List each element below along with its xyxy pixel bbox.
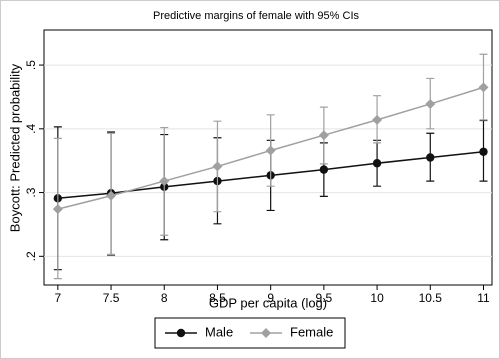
x-tick-label: 8.5 xyxy=(209,291,226,305)
chart-title: Predictive margins of female with 95% CI… xyxy=(153,10,360,22)
y-tick-label: .4 xyxy=(24,123,38,133)
x-tick-label: 10.5 xyxy=(419,291,443,305)
point xyxy=(159,176,170,187)
y-tick-label: .5 xyxy=(24,60,38,70)
point xyxy=(479,147,488,156)
point xyxy=(212,161,223,172)
point xyxy=(425,98,436,109)
x-tick-label: 9 xyxy=(267,291,274,305)
point xyxy=(318,130,329,141)
y-tick-label: .3 xyxy=(24,187,38,197)
legend-marker xyxy=(261,328,271,338)
point xyxy=(106,190,117,201)
x-tick-label: 11 xyxy=(477,291,490,305)
x-axis-label: GDP per capita (log) xyxy=(209,295,327,310)
legend-marker xyxy=(176,328,186,338)
point xyxy=(52,204,63,215)
x-tick-label: 8 xyxy=(161,291,168,305)
point xyxy=(372,114,383,125)
plot-frame xyxy=(43,29,493,286)
point xyxy=(265,145,276,156)
y-axis-label: Boycott: Predicted probability xyxy=(7,63,22,232)
legend-label: Male xyxy=(205,324,233,339)
point xyxy=(372,159,382,168)
x-tick-label: 7 xyxy=(54,291,61,305)
x-tick-label: 7.5 xyxy=(103,291,120,305)
legend-label: Female xyxy=(290,324,333,339)
point xyxy=(426,153,435,162)
point xyxy=(478,82,489,93)
x-tick-label: 10 xyxy=(370,291,384,305)
y-tick-label: .2 xyxy=(24,251,38,261)
x-tick-label: 9.5 xyxy=(316,291,333,305)
point xyxy=(319,165,329,174)
